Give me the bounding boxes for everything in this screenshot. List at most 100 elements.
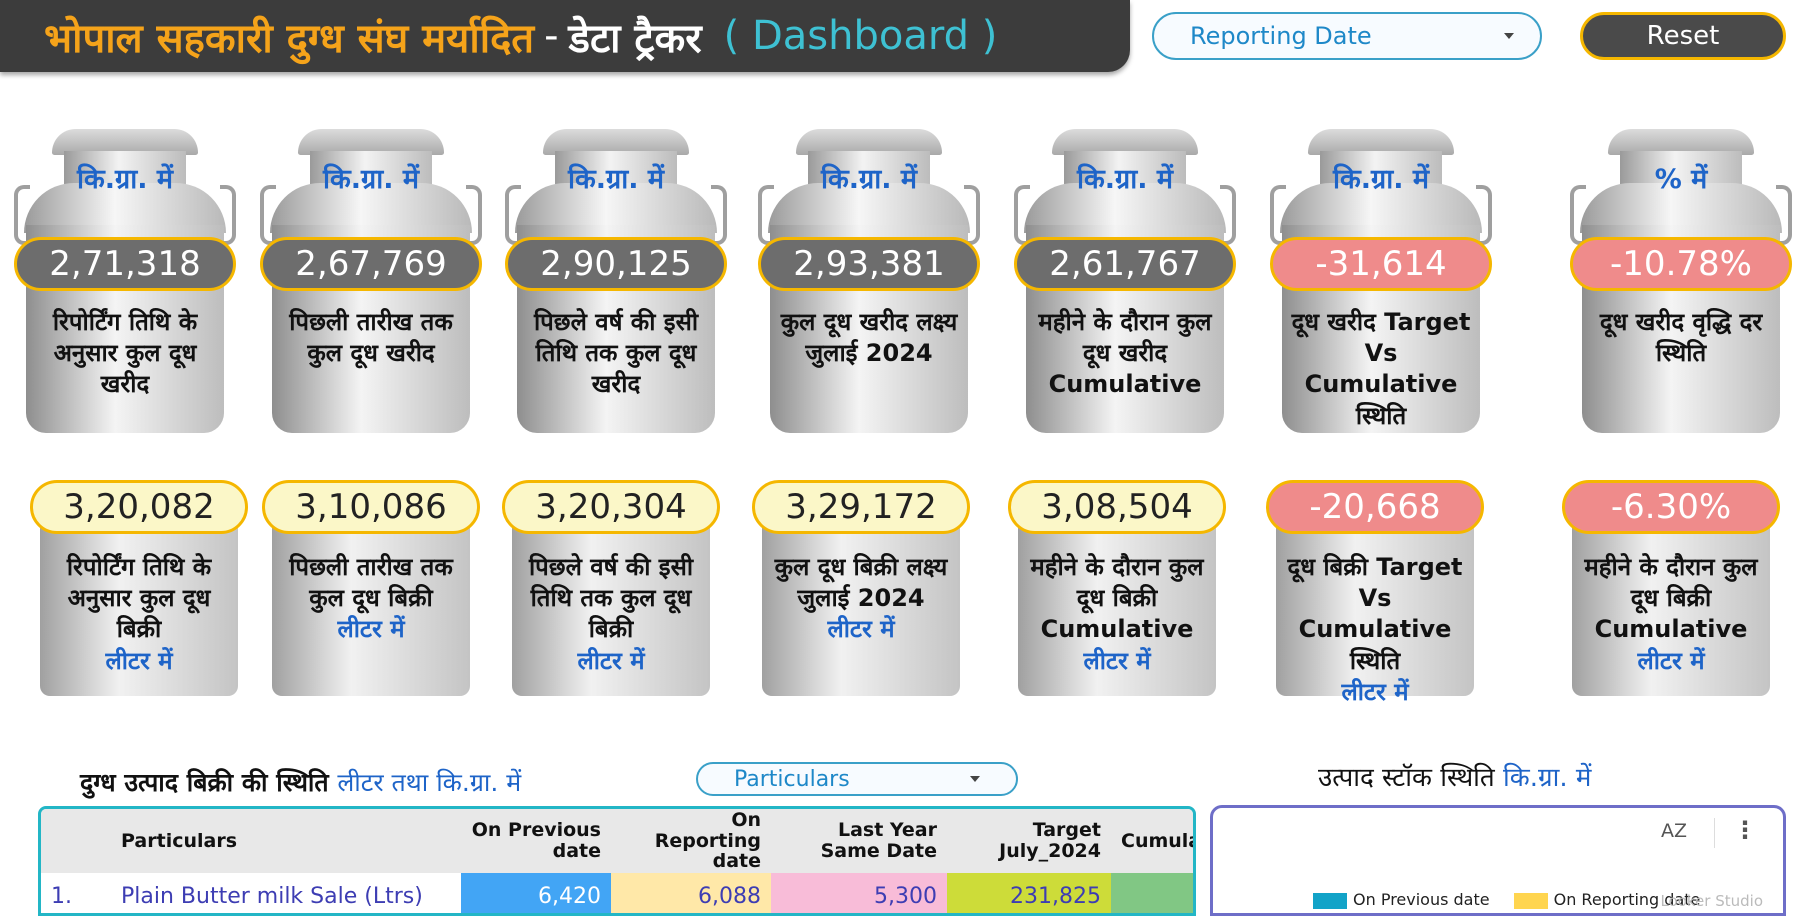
legend-swatch xyxy=(1313,892,1347,909)
kpi-value: -6.30% xyxy=(1562,480,1780,534)
cell-last-year: 5,300 xyxy=(771,873,947,913)
column-header[interactable] xyxy=(41,809,111,873)
kpi-unit: लीटर में xyxy=(827,615,895,644)
legend-item: On Reporting date xyxy=(1513,890,1701,909)
kpi-value: 2,90,125 xyxy=(505,237,727,291)
kpi-value: -10.78% xyxy=(1570,237,1792,291)
can-handle xyxy=(466,185,482,245)
watermark: Looker Studio xyxy=(1660,892,1763,910)
reporting-date-label: Reporting Date xyxy=(1190,22,1372,50)
table-row[interactable]: 1. Plain Butter milk Sale (Ltrs) 6,420 6… xyxy=(41,873,1193,913)
kpi-label-text: पिछले वर्ष की इसी तिथि तक कुल दूध बिक्री xyxy=(528,553,694,644)
can-handle xyxy=(1776,185,1792,245)
page-title: भोपाल सहकारी दुग्ध संघ मर्यादित xyxy=(44,15,535,62)
kpi-unit: % में xyxy=(1654,164,1708,195)
kpi-label: महीने के दौरान कुल दूध खरीद Cumulative xyxy=(1038,308,1212,399)
particulars-dropdown[interactable]: Particulars xyxy=(696,762,1018,796)
can-shoulder xyxy=(270,183,472,233)
legend-label: On Reporting date xyxy=(1553,890,1701,909)
kpi-card-procurement-growth: % में -10.78% दूध खरीद वृद्धि दर स्थिति xyxy=(1570,125,1792,443)
can-shoulder xyxy=(24,183,226,233)
kpi-label: दूध खरीद वृद्धि दर स्थिति xyxy=(1599,308,1763,368)
can-handle xyxy=(1220,185,1236,245)
column-header-previous-date[interactable]: On Previous date xyxy=(461,809,611,873)
sort-az-icon[interactable]: AZ xyxy=(1660,820,1687,842)
column-header-last-year[interactable]: Last Year Same Date xyxy=(771,809,947,873)
kpi-value: 3,20,082 xyxy=(30,480,248,534)
cell-cumulative xyxy=(1111,873,1193,913)
kpi-unit: कि.ग्रा. में xyxy=(76,164,173,195)
kpi-value: 2,67,769 xyxy=(260,237,482,291)
can-shoulder xyxy=(1280,183,1482,233)
divider xyxy=(1714,818,1715,848)
sales-title-unit: लीटर तथा कि.ग्रा. में xyxy=(337,768,522,797)
kpi-value: 2,93,381 xyxy=(758,237,980,291)
kpi-label: रिपोर्टिंग तिथि के अनुसार कुल दूध बिक्री… xyxy=(44,552,234,677)
sales-section-title: दुग्ध उत्पाद बिक्री की स्थिति लीटर तथा क… xyxy=(80,765,521,799)
legend-label: On Previous date xyxy=(1353,890,1490,909)
can-lid xyxy=(543,129,689,155)
kpi-label: रिपोर्टिंग तिथि के अनुसार कुल दूध खरीद xyxy=(52,308,198,399)
can-handle xyxy=(711,185,727,245)
cell-reporting-date: 6,088 xyxy=(611,873,771,913)
title-bar: भोपाल सहकारी दुग्ध संघ मर्यादित - डेटा ट… xyxy=(0,0,1130,72)
kpi-label-text: दूध बिक्री Target Vs Cumulative स्थिति xyxy=(1287,553,1463,675)
kpi-card-sales-cumulative: 3,08,504 महीने के दौरान कुल दूध बिक्री C… xyxy=(1008,480,1226,702)
can-lid xyxy=(298,129,444,155)
stock-section-title: उत्पाद स्टॉक स्थिति कि.ग्रा. में xyxy=(1318,758,1591,794)
sales-title-text: दुग्ध उत्पाद बिक्री की स्थिति xyxy=(80,768,329,797)
kpi-unit: कि.ग्रा. में xyxy=(820,164,917,195)
kpi-label-text: पिछली तारीख तक कुल दूध बिक्री xyxy=(289,553,453,613)
table-header-row: Particulars On Previous date On Reportin… xyxy=(41,809,1193,873)
kpi-card-sales-reporting: 3,20,082 रिपोर्टिंग तिथि के अनुसार कुल द… xyxy=(30,480,248,702)
kpi-card-procurement-cumulative: कि.ग्रा. में 2,61,767 महीने के दौरान कुल… xyxy=(1014,125,1236,443)
kpi-label-text: महीने के दौरान कुल दूध बिक्री Cumulative xyxy=(1584,553,1758,644)
kpi-value: 2,61,767 xyxy=(1014,237,1236,291)
column-header-particulars[interactable]: Particulars xyxy=(111,809,461,873)
can-handle xyxy=(220,185,236,245)
kpi-label-text: कुल दूध बिक्री लक्ष्य जुलाई 2024 xyxy=(774,553,948,613)
kpi-card-procurement-last-year: कि.ग्रा. में 2,90,125 पिछले वर्ष की इसी … xyxy=(505,125,727,443)
can-shoulder xyxy=(1580,183,1782,233)
column-header-reporting-date[interactable]: On Reporting date xyxy=(611,809,771,873)
kpi-unit: कि.ग्रा. में xyxy=(322,164,419,195)
kpi-label: कुल दूध खरीद लक्ष्य जुलाई 2024 xyxy=(780,308,958,368)
column-header-cumulative[interactable]: Cumula xyxy=(1111,809,1193,873)
stock-chart-panel: AZ ⋮ On Previous date On Reporting date … xyxy=(1210,805,1786,916)
kpi-card-procurement-target: कि.ग्रा. में 2,93,381 कुल दूध खरीद लक्ष्… xyxy=(758,125,980,443)
kpi-label: पिछली तारीख तक कुल दूध बिक्री लीटर में xyxy=(276,552,466,646)
kpi-label: पिछले वर्ष की इसी तिथि तक कुल दूध बिक्री… xyxy=(516,552,706,677)
kpi-value: 3,08,504 xyxy=(1008,480,1226,534)
reporting-date-dropdown[interactable]: Reporting Date xyxy=(1152,12,1542,60)
kpi-value: 3,10,086 xyxy=(262,480,480,534)
kpi-value: 2,71,318 xyxy=(14,237,236,291)
row-index: 1. xyxy=(51,883,72,909)
more-options-icon[interactable]: ⋮ xyxy=(1733,816,1757,844)
column-header-target[interactable]: Target July_2024 xyxy=(947,809,1111,873)
can-lid xyxy=(1308,129,1454,155)
reset-button[interactable]: Reset xyxy=(1580,12,1786,60)
kpi-unit: लीटर में xyxy=(1083,646,1151,675)
kpi-label-text: रिपोर्टिंग तिथि के अनुसार कुल दूध बिक्री xyxy=(66,553,212,644)
kpi-value: 3,29,172 xyxy=(752,480,970,534)
legend-item: On Previous date xyxy=(1313,890,1490,909)
can-shoulder xyxy=(515,183,717,233)
kpi-label: पिछले वर्ष की इसी तिथि तक कुल दूध खरीद xyxy=(533,308,699,399)
legend-swatch xyxy=(1513,892,1548,909)
kpi-card-sales-last-year: 3,20,304 पिछले वर्ष की इसी तिथि तक कुल द… xyxy=(502,480,720,702)
kpi-card-procurement-reporting: कि.ग्रा. में 2,71,318 रिपोर्टिंग तिथि के… xyxy=(14,125,236,443)
kpi-card-procurement-target-gap: कि.ग्रा. में -31,614 दूध खरीद Target Vs … xyxy=(1270,125,1492,443)
kpi-card-procurement-previous: कि.ग्रा. में 2,67,769 पिछली तारीख तक कुल… xyxy=(260,125,482,443)
cell-previous-date: 6,420 xyxy=(461,873,611,913)
stock-title-unit: कि.ग्रा. में xyxy=(1503,763,1592,793)
particulars-label: Particulars xyxy=(734,766,850,792)
kpi-card-sales-target: 3,29,172 कुल दूध बिक्री लक्ष्य जुलाई 202… xyxy=(752,480,970,702)
can-lid xyxy=(1608,129,1754,155)
page-subtitle: डेटा ट्रैकर xyxy=(568,15,702,62)
kpi-unit: कि.ग्रा. में xyxy=(1332,164,1429,195)
can-shoulder xyxy=(768,183,970,233)
kpi-unit: लीटर में xyxy=(105,646,173,675)
kpi-label: कुल दूध बिक्री लक्ष्य जुलाई 2024 लीटर में xyxy=(766,552,956,646)
kpi-label-text: महीने के दौरान कुल दूध बिक्री Cumulative xyxy=(1030,553,1204,644)
can-shoulder xyxy=(1024,183,1226,233)
